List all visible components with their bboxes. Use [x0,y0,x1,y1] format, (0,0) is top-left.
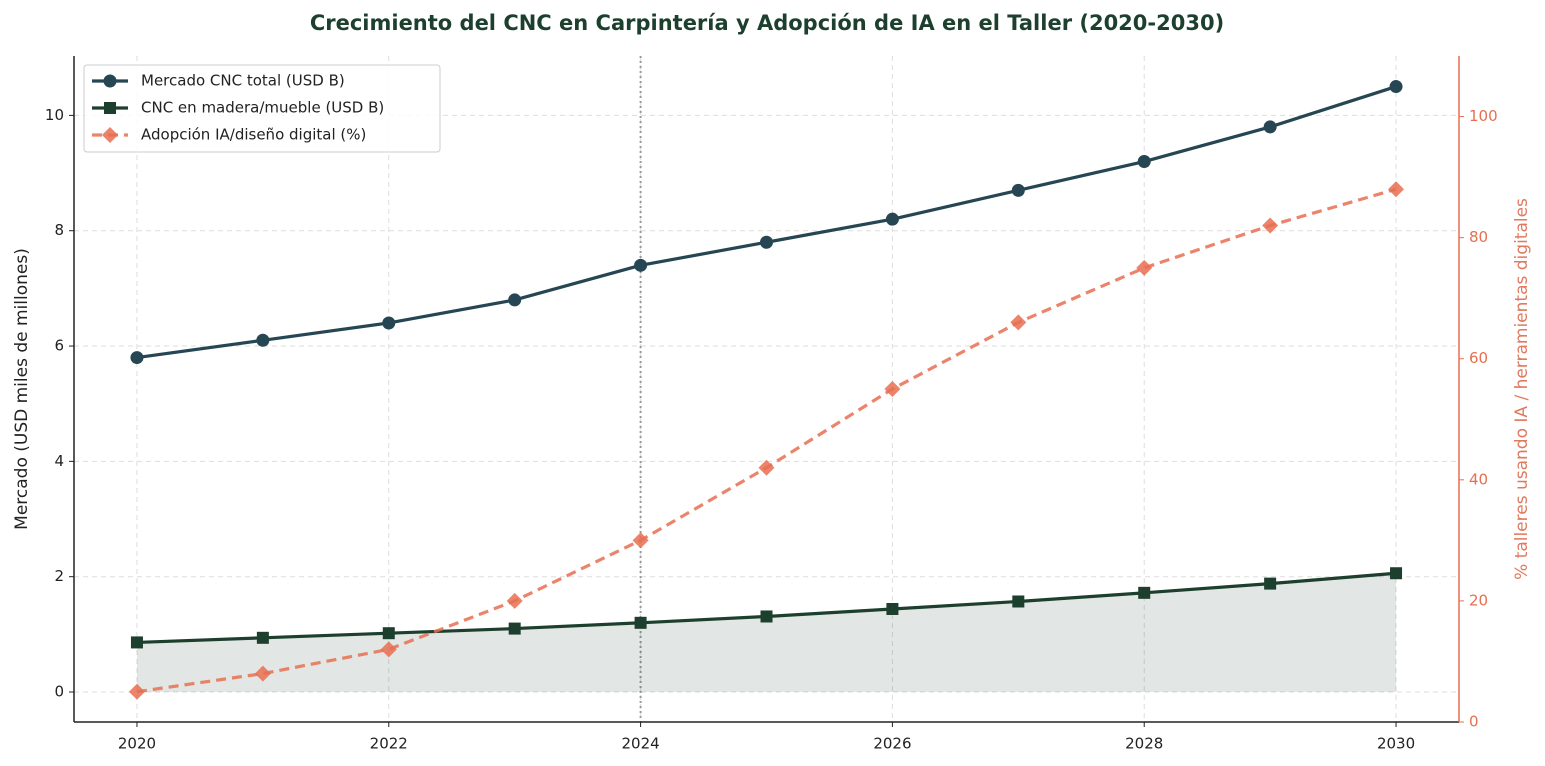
data-point [256,631,269,644]
legend-marker [102,127,118,143]
legend-label: CNC en madera/mueble (USD B) [141,99,384,117]
legend-label: Mercado CNC total (USD B) [141,72,345,90]
x-tick-label: 2028 [1125,735,1163,753]
data-point [1136,259,1153,276]
legend-marker [104,102,116,114]
chart-title: Crecimiento del CNC en Carpintería y Ado… [310,11,1224,35]
y-tick-label: 0 [54,683,64,701]
y-axis-label: Mercado (USD miles de millones) [12,248,32,530]
area [136,573,1397,693]
x-tick-label: 2030 [1377,735,1415,753]
data-point [506,592,523,609]
data-point [130,636,143,649]
legend-marker [103,74,117,88]
data-point [1389,80,1403,94]
data-point [634,258,648,272]
y2-tick-label: 100 [1469,107,1498,125]
data-point [1012,595,1025,608]
data-point [1388,181,1405,198]
y2-tick-label: 60 [1469,349,1488,367]
data-point [508,293,522,307]
y2-tick-label: 40 [1469,470,1488,488]
data-point [1137,155,1151,169]
y2-tick-label: 20 [1469,591,1488,609]
data-point [632,532,649,549]
data-point [886,602,899,615]
data-point [885,212,899,226]
data-point [1263,120,1277,134]
data-point [1262,217,1279,234]
data-point [380,641,397,658]
y2-tick-label: 80 [1469,228,1488,246]
data-point [1390,567,1403,580]
data-point [634,616,647,629]
data-point [128,683,145,700]
data-point [1138,586,1151,599]
y2-tick-label: 0 [1469,713,1479,731]
y-tick-label: 6 [54,337,64,355]
x-tick-label: 2026 [873,735,911,753]
data-point [254,665,271,682]
y2-axis-label: % talleres usando IA / herramientas digi… [1512,198,1532,580]
x-tick-label: 2024 [621,735,659,753]
data-point [1011,183,1025,197]
data-point [884,381,901,397]
data-point [760,235,773,249]
y-tick-label: 8 [54,221,64,239]
legend-label: Adopción IA/diseño digital (%) [141,126,366,144]
y-tick-label: 4 [54,452,64,470]
data-point [130,351,144,365]
x-tick-label: 2020 [118,735,156,753]
data-point [256,333,270,347]
y-tick-label: 10 [45,106,64,124]
data-point [1264,577,1277,590]
y-tick-label: 2 [54,567,64,585]
data-point [1010,314,1027,331]
x-tick-label: 2022 [370,735,408,753]
data-point [382,316,396,330]
data-point [382,627,395,640]
data-point [760,610,773,623]
data-point [758,459,775,476]
data-point [508,622,521,635]
legend-box [83,64,441,153]
